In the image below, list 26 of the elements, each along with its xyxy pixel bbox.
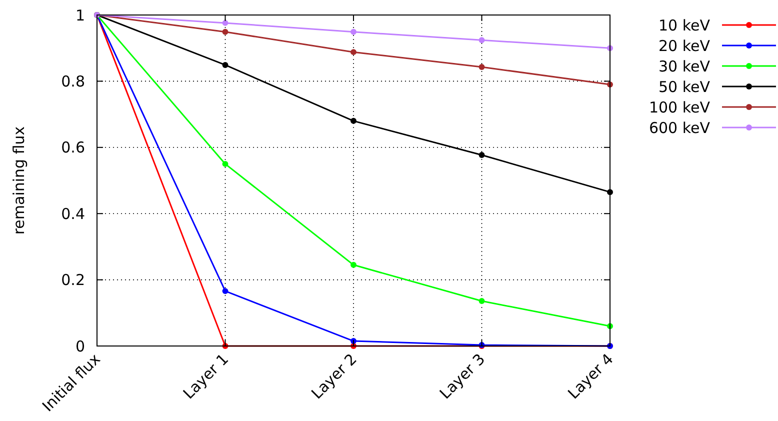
y-tick-label: 0.8 (61, 72, 85, 90)
point (478, 37, 485, 44)
legend-label: 10 keV (658, 16, 711, 34)
legend-label: 100 keV (648, 98, 711, 116)
legend-label: 50 keV (658, 78, 711, 96)
point (478, 152, 485, 158)
point (222, 62, 228, 68)
point (350, 262, 356, 268)
point (222, 160, 228, 167)
point (222, 20, 228, 26)
point (222, 288, 228, 294)
legend-label: 600 keV (648, 118, 711, 137)
y-tick-label: 0.6 (61, 138, 85, 157)
point (350, 28, 356, 35)
y-tick-label: 0 (75, 337, 85, 356)
point (222, 28, 228, 35)
point (350, 118, 356, 124)
point (350, 49, 356, 56)
legend-label: 20 keV (658, 36, 711, 55)
y-tick-label: 0.4 (61, 204, 85, 223)
legend-label: 30 keV (658, 57, 711, 76)
y-tick-label: 1 (75, 6, 85, 24)
point (478, 64, 485, 70)
y-tick-label: 0.2 (61, 271, 85, 290)
point (478, 298, 485, 304)
y-axis-title: remaining flux (10, 126, 28, 235)
